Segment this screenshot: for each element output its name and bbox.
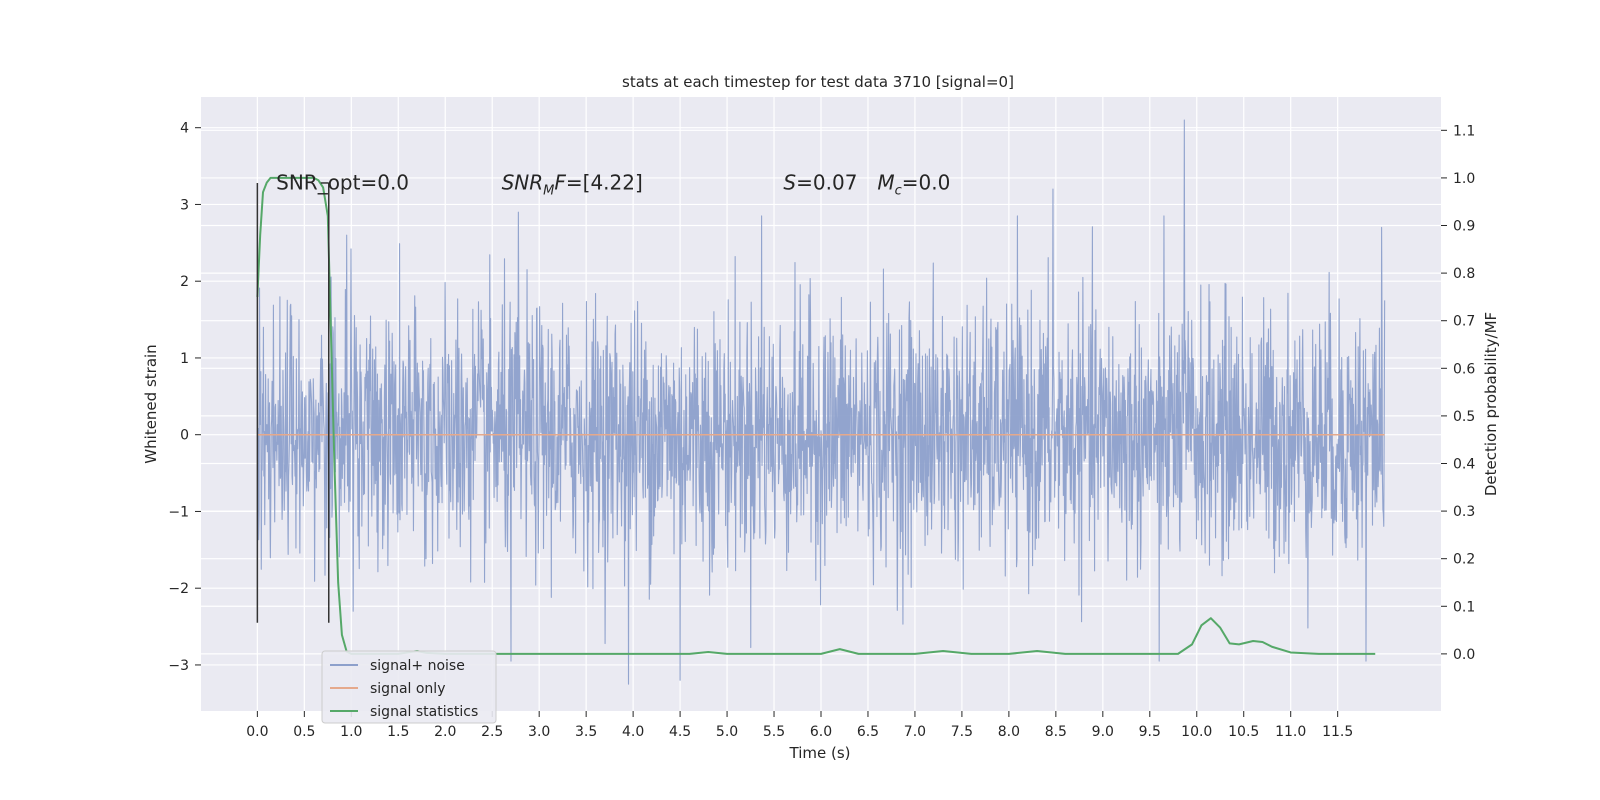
x-tick-label-9: 4.5 — [669, 724, 691, 740]
y2-tick-label-10: 1.0 — [1453, 171, 1475, 187]
x-tick-label-23: 11.5 — [1322, 724, 1353, 740]
y2-tick-label-1: 0.1 — [1453, 599, 1475, 615]
y2-axis-label: Detection probability/MF — [1482, 312, 1500, 496]
chart-title: stats at each timestep for test data 371… — [622, 73, 1014, 91]
x-tick-label-3: 1.5 — [387, 724, 409, 740]
y2-tick-label-2: 0.2 — [1453, 552, 1475, 568]
annotation-0: SNR_opt=0.0 — [276, 170, 409, 194]
x-tick-label-0: 0.0 — [246, 724, 268, 740]
x-tick-label-14: 7.0 — [904, 724, 926, 740]
annotation-1: SNRMF=[4.22] — [502, 170, 643, 198]
series-signal-noise-line — [256, 119, 1386, 685]
series-layer — [256, 119, 1386, 685]
legend-box — [321, 650, 497, 724]
y-tick-label-7: 4 — [180, 121, 189, 137]
legend-label-2: signal statistics — [370, 704, 478, 720]
legend-label-0: signal+ noise — [370, 658, 465, 674]
x-tick-label-8: 4.0 — [622, 724, 644, 740]
y-tick-label-6: 3 — [180, 197, 189, 213]
y2-tick-label-6: 0.6 — [1453, 361, 1475, 377]
x-tick-label-21: 10.5 — [1228, 724, 1259, 740]
legend: signal+ noise signal only signal statistic… — [321, 650, 497, 724]
x-tick-label-20: 10.0 — [1181, 724, 1212, 740]
y-tick-label-2: −1 — [168, 504, 189, 520]
x-tick-label-4: 2.0 — [434, 724, 456, 740]
x-tick-label-1: 0.5 — [293, 724, 315, 740]
x-tick-label-18: 9.0 — [1092, 724, 1114, 740]
left-y-axis: −3 −2 −1 0 1 2 3 4 — [168, 121, 201, 674]
legend-label-1: signal only — [370, 681, 445, 697]
y2-tick-label-5: 0.5 — [1453, 409, 1475, 425]
y-tick-label-1: −2 — [168, 581, 189, 597]
x-tick-label-15: 7.5 — [951, 724, 973, 740]
y2-tick-label-8: 0.8 — [1453, 266, 1475, 282]
y2-tick-label-0: 0.0 — [1453, 647, 1475, 663]
y-tick-label-5: 2 — [180, 274, 189, 290]
x-tick-label-12: 6.0 — [810, 724, 832, 740]
x-tick-label-17: 8.5 — [1045, 724, 1067, 740]
x-tick-label-7: 3.5 — [575, 724, 597, 740]
y2-tick-label-4: 0.4 — [1453, 456, 1475, 472]
x-tick-label-13: 6.5 — [857, 724, 879, 740]
y-axis-label: Whitened strain — [142, 344, 160, 463]
x-axis: 0.0 0.5 1.0 1.5 2.0 2.5 3.0 3.5 4.0 4.5 5.0 5.5 6.0 6… — [246, 711, 1353, 740]
y-tick-label-4: 1 — [180, 351, 189, 367]
x-tick-label-2: 1.0 — [340, 724, 362, 740]
y2-tick-label-9: 0.9 — [1453, 219, 1475, 235]
right-y-axis: 0.0 0.1 0.2 0.3 0.4 0.5 0.6 0.7 0.8 0.9 1.0 1.1 — [1441, 123, 1475, 663]
x-tick-label-16: 8.0 — [998, 724, 1020, 740]
y2-tick-label-3: 0.3 — [1453, 504, 1475, 520]
marker-layer — [256, 182, 330, 623]
series-signal-statistics-line — [256, 176, 1376, 655]
x-tick-label-22: 11.0 — [1275, 724, 1306, 740]
annotation-2: S=0.07 — [783, 170, 857, 194]
annotation-3: Mc=0.0 — [877, 170, 950, 198]
y2-tick-label-11: 1.1 — [1453, 123, 1475, 139]
y-tick-label-3: 0 — [180, 428, 189, 444]
annotations: SNR_opt=0.0 SNRMF=[4.22] S=0.07 Mc=0.0 — [276, 170, 950, 198]
y2-tick-label-7: 0.7 — [1453, 314, 1475, 330]
x-axis-label: Time (s) — [789, 744, 851, 762]
x-tick-label-19: 9.5 — [1139, 724, 1161, 740]
x-tick-label-10: 5.0 — [716, 724, 738, 740]
x-tick-label-11: 5.5 — [763, 724, 785, 740]
x-tick-label-6: 3.0 — [528, 724, 550, 740]
y-tick-label-0: −3 — [168, 658, 189, 674]
x-tick-label-5: 2.5 — [481, 724, 503, 740]
